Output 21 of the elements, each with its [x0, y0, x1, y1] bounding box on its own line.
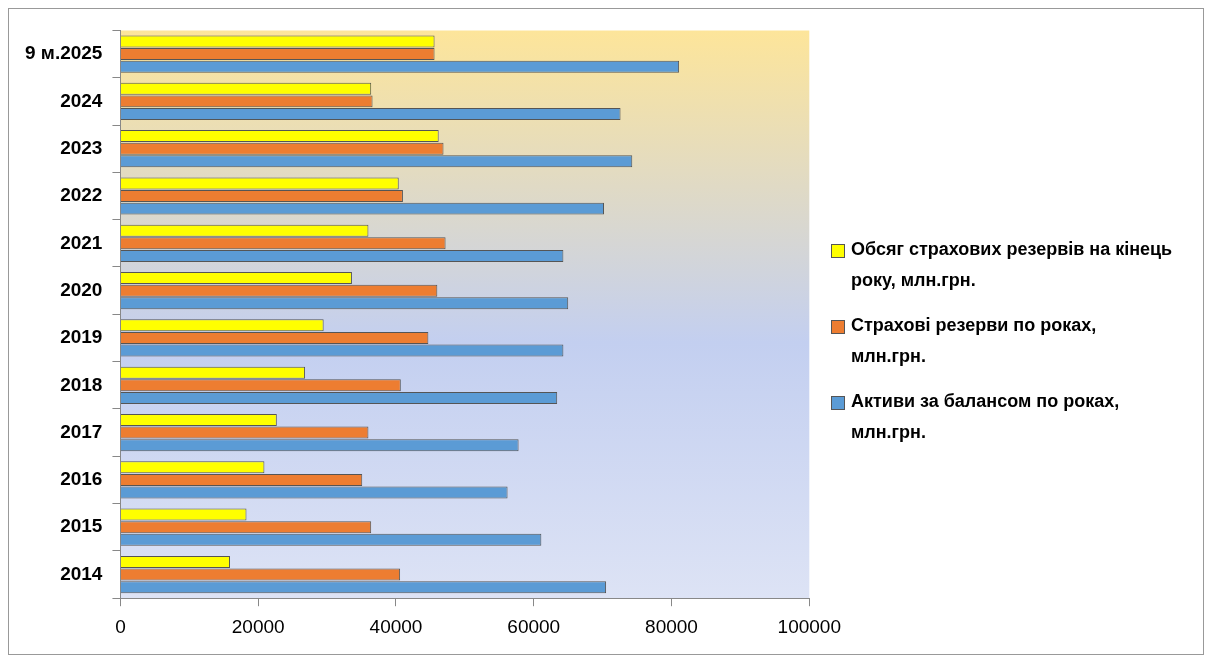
- y-tick-label: 2016: [60, 468, 103, 490]
- y-tick-label: 2019: [60, 326, 103, 348]
- legend-label: Страхові резерви по роках, млн.грн.: [851, 314, 1098, 368]
- x-tick-label: 80000: [645, 615, 698, 637]
- y-tick-label: 2017: [60, 420, 103, 442]
- x-tick-label: 0: [115, 615, 126, 637]
- x-tick-label: 20000: [231, 615, 285, 637]
- y-tick-label: 2015: [60, 515, 103, 537]
- x-tick-label: 60000: [507, 615, 561, 637]
- y-tick-label: 2021: [60, 231, 103, 253]
- y-tick-label: 2020: [60, 278, 103, 300]
- y-tick-label: 2022: [60, 184, 103, 206]
- y-tick-label: 2024: [60, 89, 103, 111]
- y-tick-label: 2014: [60, 562, 103, 584]
- x-tick-label: 100000: [777, 615, 841, 637]
- y-tick-label: 2023: [60, 136, 103, 158]
- y-tick-label: 2018: [60, 373, 103, 395]
- text: Активи за балансом по роках, млн.грн.: [851, 390, 1121, 444]
- x-tick-label: 40000: [369, 615, 423, 637]
- y-tick-label: 9 м.2025: [24, 42, 103, 64]
- legend-label: Обсяг страхових резервів на кінець року, млн.грн.: [851, 238, 1174, 292]
